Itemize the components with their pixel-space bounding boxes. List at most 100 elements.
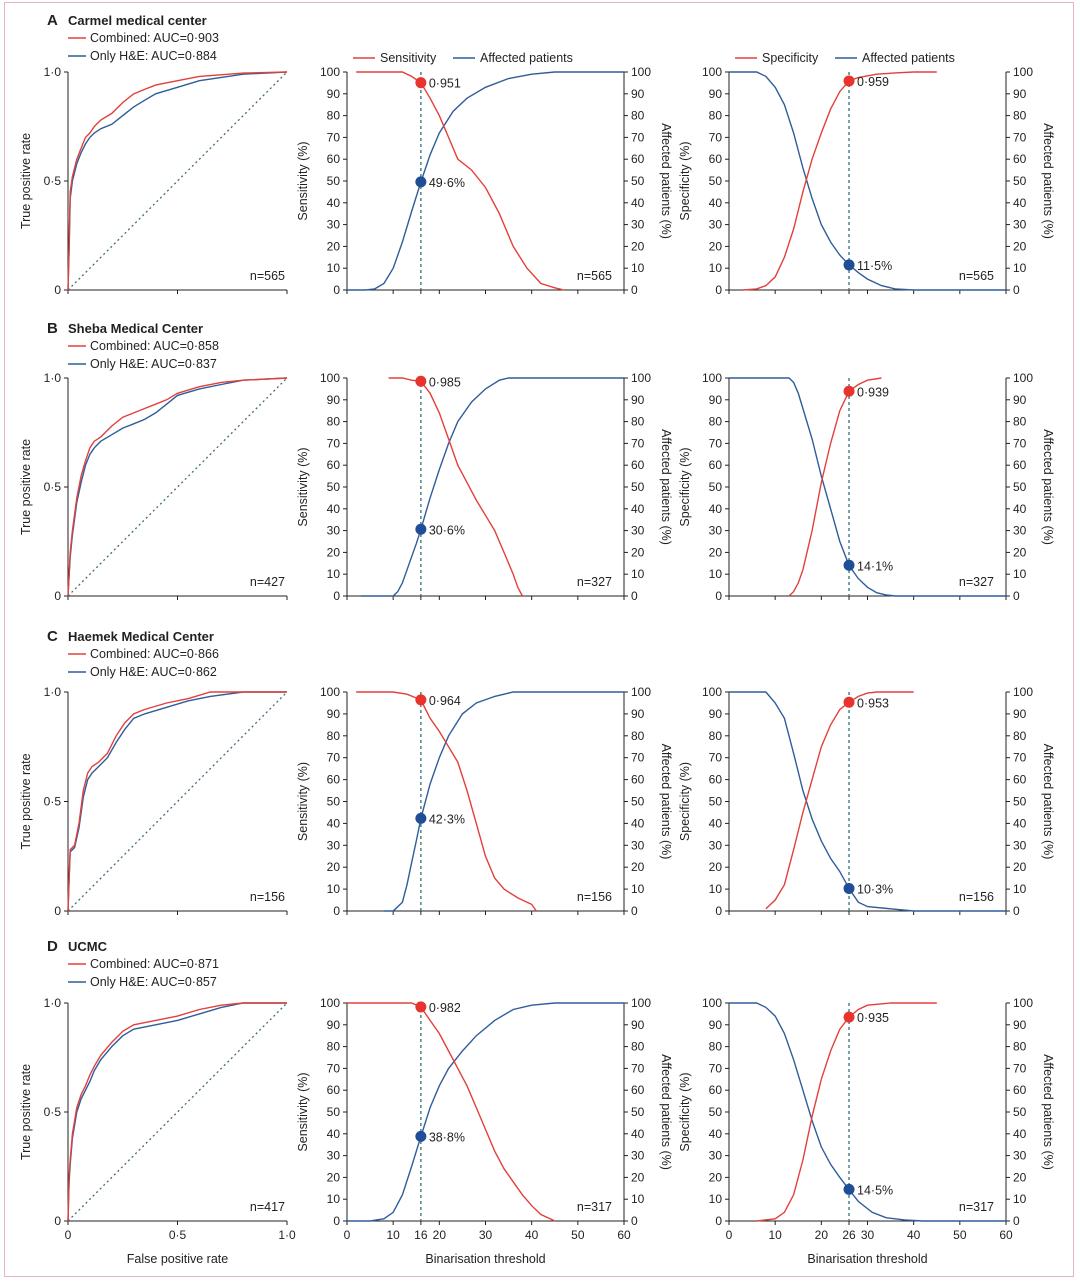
left-tick-label: 100 [702,371,722,385]
left-tick-label: 10 [327,567,341,581]
left-tick-label: 20 [327,1170,341,1184]
right-tick-label: 50 [631,480,645,494]
y-tick-label: 0·5 [44,795,62,809]
left-tick-label: 20 [327,545,341,559]
threshold-marker-red [415,77,427,89]
right-tick-label: 30 [631,524,645,538]
x-tick-label: 50 [953,1228,967,1242]
roc-panel-C: C Haemek Medical Center Combined: AUC=0·86… [19,628,288,918]
x-tick-label: 40 [525,1228,539,1242]
left-tick-label: 10 [709,567,723,581]
right-tick-label: 0 [1013,589,1020,603]
legend-entry: Only H&E: AUC=0·862 [90,665,217,679]
marker-label: 30·6% [429,523,465,537]
y-tick-label: 0 [54,589,61,603]
right-tick-label: 40 [1013,502,1027,516]
right-tick-label: 60 [631,152,645,166]
threshold-marker-red [415,375,427,387]
left-tick-label: 0 [333,589,340,603]
left-tick-label: 30 [327,218,341,232]
left-tick-label: 90 [327,1018,341,1032]
right-tick-label: 40 [1013,196,1027,210]
legend-entry: Only H&E: AUC=0·884 [90,49,217,63]
y-axis-label: True positive rate [19,1064,33,1160]
left-tick-label: 60 [709,1083,723,1097]
right-tick-label: 50 [1013,795,1027,809]
left-tick-label: 90 [327,707,341,721]
marker-label: 42·3% [429,812,465,826]
n-label: n=156 [577,890,612,904]
threshold-marker-blue [415,176,427,188]
right-tick-label: 40 [1013,1127,1027,1141]
left-tick-label: 50 [327,480,341,494]
left-tick-label: 40 [709,1127,723,1141]
right-tick-label: 10 [631,261,645,275]
right-tick-label: 90 [1013,707,1027,721]
right-tick-label: 30 [631,218,645,232]
y-tick-label: 0·5 [44,480,62,494]
right-tick-label: 20 [1013,545,1027,559]
right-tick-label: 40 [631,196,645,210]
n-label: n=327 [577,575,612,589]
right-tick-label: 20 [1013,1170,1027,1184]
marker-label: 49·6% [429,176,465,190]
right-tick-label: 20 [631,239,645,253]
left-tick-label: 20 [327,860,341,874]
left-axis-label: Specificity (%) [678,1072,692,1151]
right-tick-label: 50 [1013,480,1027,494]
x-tick-label: 0 [726,1228,733,1242]
left-tick-label: 20 [709,239,723,253]
sensitivity-line [356,71,565,291]
right-tick-label: 100 [1013,371,1033,385]
right-tick-label: 90 [1013,87,1027,101]
right-tick-label: 40 [631,816,645,830]
y-tick-label: 1·0 [44,65,62,79]
y-tick-label: 0·5 [44,174,62,188]
right-tick-label: 90 [1013,1018,1027,1032]
left-tick-label: 80 [709,109,723,123]
left-tick-label: 60 [327,458,341,472]
y-tick-label: 0 [54,904,61,918]
marker-label: 0·939 [857,385,889,399]
figure-border [4,2,1074,1277]
left-tick-label: 0 [333,1214,340,1228]
affected-patients-line [729,1002,1006,1222]
specificity-line [742,71,937,291]
specificity-panel-B: 0 0 10 10 20 20 30 30 40 40 50 50 60 60 70 70 80 80 90 90 10… [678,371,1055,603]
marker-label: 10·3% [857,882,893,896]
marker-label: 38·8% [429,1130,465,1144]
left-tick-label: 100 [702,996,722,1010]
right-axis-label: Affected patients (%) [659,123,673,239]
legend-entry: Combined: AUC=0·866 [90,647,219,661]
chance-diagonal [67,1002,288,1222]
left-tick-label: 70 [327,436,341,450]
right-axis-label: Affected patients (%) [659,744,673,860]
right-tick-label: 100 [1013,996,1033,1010]
left-axis-label: Sensitivity (%) [296,447,310,526]
left-tick-label: 80 [327,1040,341,1054]
right-tick-label: 100 [631,996,651,1010]
left-tick-label: 70 [327,1061,341,1075]
right-tick-label: 50 [631,174,645,188]
right-tick-label: 20 [1013,239,1027,253]
threshold-marker-blue [843,882,855,894]
right-tick-label: 70 [1013,1061,1027,1075]
left-tick-label: 10 [327,261,341,275]
x-tick-label: 10 [768,1228,782,1242]
left-tick-label: 100 [702,685,722,699]
right-tick-label: 60 [1013,1083,1027,1097]
marker-label: 11·5% [857,259,892,273]
n-label: n=317 [959,1200,994,1214]
panel-letter: D [47,938,58,955]
threshold-marker-red [843,696,855,708]
left-tick-label: 40 [709,502,723,516]
n-label: n=565 [959,269,994,283]
right-tick-label: 70 [1013,436,1027,450]
left-tick-label: 30 [709,838,723,852]
right-tick-label: 30 [1013,524,1027,538]
y-tick-label: 1·0 [44,371,62,385]
right-tick-label: 80 [631,1040,645,1054]
right-tick-label: 80 [631,109,645,123]
left-axis-label: Specificity (%) [678,762,692,841]
threshold-marker-red [843,75,855,87]
